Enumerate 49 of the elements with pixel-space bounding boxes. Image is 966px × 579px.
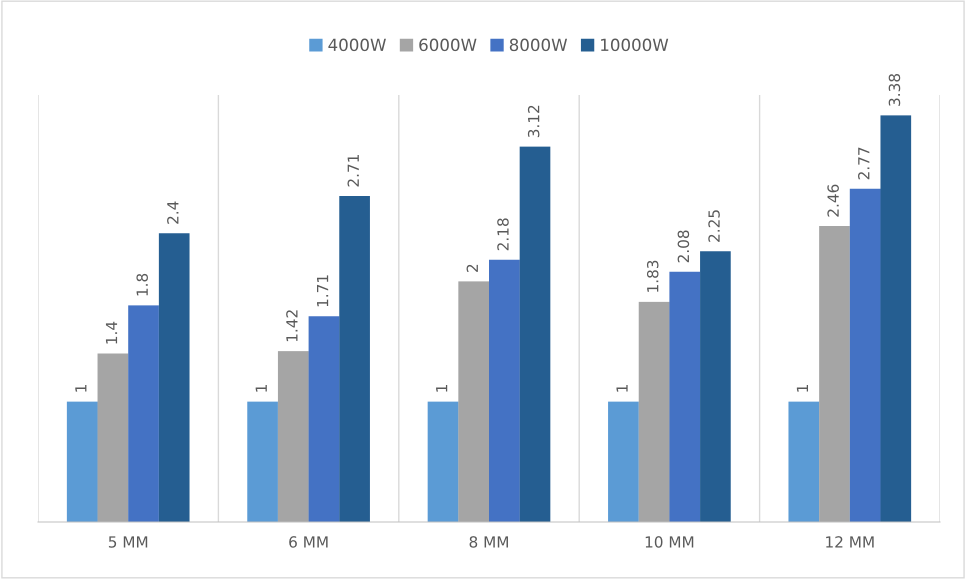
data-label: 1.8 [136,274,148,296]
data-label: 1 [616,385,628,392]
bar [458,281,489,522]
data-label: 2.71 [347,155,359,186]
legend-label: 6000W [419,38,476,52]
data-label: 2.18 [497,218,509,250]
data-label: 1.71 [317,275,328,306]
x-tick-label: 12 MM [826,536,874,548]
bar [880,115,912,522]
data-label: 2.4 [167,201,178,224]
data-label: 2.77 [858,148,870,180]
x-tick-label: 8 MM [470,536,508,548]
bar [608,402,639,522]
x-tick-label: 5 MM [108,536,148,548]
bar [850,188,880,522]
data-label: 2.08 [678,230,690,262]
bar [520,146,550,522]
x-tick-label: 6 MM [289,536,328,548]
bar [66,402,98,522]
bar [158,233,190,522]
bar [308,316,340,522]
data-label: 2.25 [708,210,720,242]
data-label: 1 [256,385,267,392]
data-label: 1 [796,385,808,392]
bar [339,196,370,522]
x-tick-label: 10 MM [646,536,694,548]
data-label: 3.12 [528,106,540,138]
bar [819,226,850,522]
data-label: 3.38 [888,74,900,106]
bar [489,260,520,522]
legend-label: 4000W [328,38,386,52]
bar [278,351,309,522]
data-label: 1.83 [646,260,658,292]
bar [247,402,278,522]
bar [788,402,820,522]
bar [638,302,670,522]
data-label: 2.46 [827,184,839,217]
legend-label: 10000W [601,38,668,52]
bar [98,354,128,522]
data-label: 1 [436,385,448,392]
data-label: 1.4 [106,322,118,344]
legend-label: 8000W [510,38,568,52]
bar [669,272,700,522]
data-label: 1.42 [286,310,298,342]
bar [700,251,731,522]
data-label: 1 [75,385,86,392]
bar [128,305,159,522]
data-label: 2 [466,264,478,272]
bar [428,402,458,522]
